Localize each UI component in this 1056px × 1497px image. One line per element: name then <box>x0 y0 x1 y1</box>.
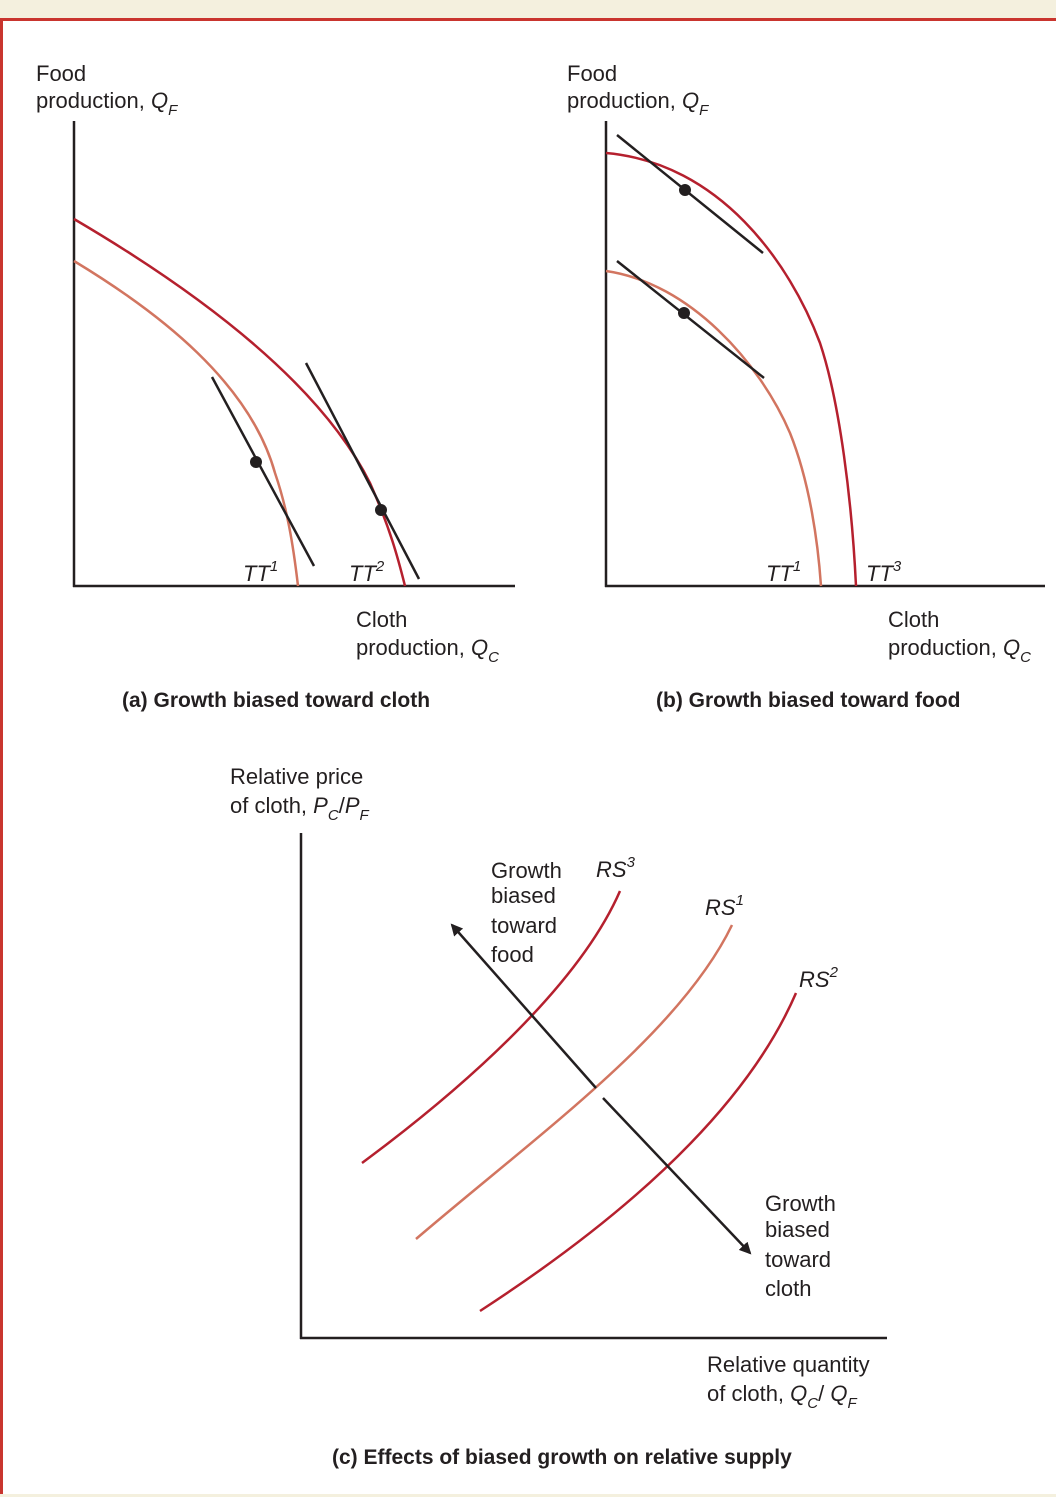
panel-a-xlabel-line2: production, QC <box>356 635 499 666</box>
panel-b-ylabel-line1: Food <box>567 61 617 86</box>
panel-c-rs1-label: RS1 <box>705 892 744 920</box>
panel-b-ylabel-line2: production, QF <box>567 88 709 119</box>
panel-c-food-arrow <box>450 923 597 1089</box>
panel-b-price-line-1 <box>616 260 765 379</box>
panel-c-rs2-label: RS2 <box>799 964 839 992</box>
panel-a: Food production, QF TT1 TT2 Cloth produc… <box>36 61 515 712</box>
panel-b-xlabel-line1: Cloth <box>888 607 939 632</box>
panel-b-caption: (b) Growth biased toward food <box>656 689 960 712</box>
panel-c-food-arrow-label: Growth biased toward food <box>491 858 568 967</box>
panel-b-tt1-curve <box>605 269 823 587</box>
panel-b: Food production, QF TT1 TT3 Cloth produc… <box>567 61 1045 712</box>
panel-a-price-line-1 <box>210 376 316 567</box>
panel-b-equilibrium-point-1 <box>678 307 690 319</box>
panel-c-ylabel-line1: Relative price <box>230 764 363 789</box>
panel-a-ylabel-line2: production, QF <box>36 88 178 119</box>
panel-c-xlabel-line2: of cloth, QC/ QF <box>707 1381 857 1412</box>
diagram: Food production, QF TT1 TT2 Cloth produc… <box>36 61 1045 1469</box>
panel-c-rs3-curve <box>361 890 622 1165</box>
panel-b-equilibrium-point-3 <box>679 184 691 196</box>
panel-c-caption: (c) Effects of biased growth on relative… <box>332 1446 792 1469</box>
panel-c-ylabel-line2: of cloth, PC/PF <box>230 793 370 824</box>
panel-c-rs1-curve <box>415 924 734 1240</box>
panel-a-tt1-curve <box>73 259 300 587</box>
panel-a-xlabel-line1: Cloth <box>356 607 407 632</box>
panel-c-rs2-curve <box>479 992 798 1313</box>
figure-frame: Food production, QF TT1 TT2 Cloth produc… <box>0 18 1056 1494</box>
panel-a-price-line-2 <box>304 362 421 580</box>
panel-a-tt2-label: TT2 <box>349 558 385 586</box>
panel-a-equilibrium-point-1 <box>250 456 262 468</box>
panel-c-cloth-arrow <box>602 1097 752 1255</box>
panel-a-tt2-curve <box>73 217 407 587</box>
panel-a-caption: (a) Growth biased toward cloth <box>122 689 430 712</box>
panel-c-xlabel-line1: Relative quantity <box>707 1352 870 1377</box>
panel-b-tt3-label: TT3 <box>866 558 902 586</box>
panel-b-xlabel-line2: production, QC <box>888 635 1031 666</box>
panel-a-tt1-label: TT1 <box>243 558 278 586</box>
panel-b-tt3-curve <box>605 151 858 587</box>
panel-c-rs3-label: RS3 <box>596 854 636 882</box>
panel-a-ylabel-line1: Food <box>36 61 86 86</box>
panel-c-cloth-arrow-label: Growth biased toward cloth <box>765 1191 842 1301</box>
panel-b-tt1-label: TT1 <box>766 558 801 586</box>
panel-a-equilibrium-point-2 <box>375 504 387 516</box>
panel-b-price-line-3 <box>616 134 764 254</box>
panel-c: Relative price of cloth, PC/PF Growth bi… <box>230 764 887 1469</box>
